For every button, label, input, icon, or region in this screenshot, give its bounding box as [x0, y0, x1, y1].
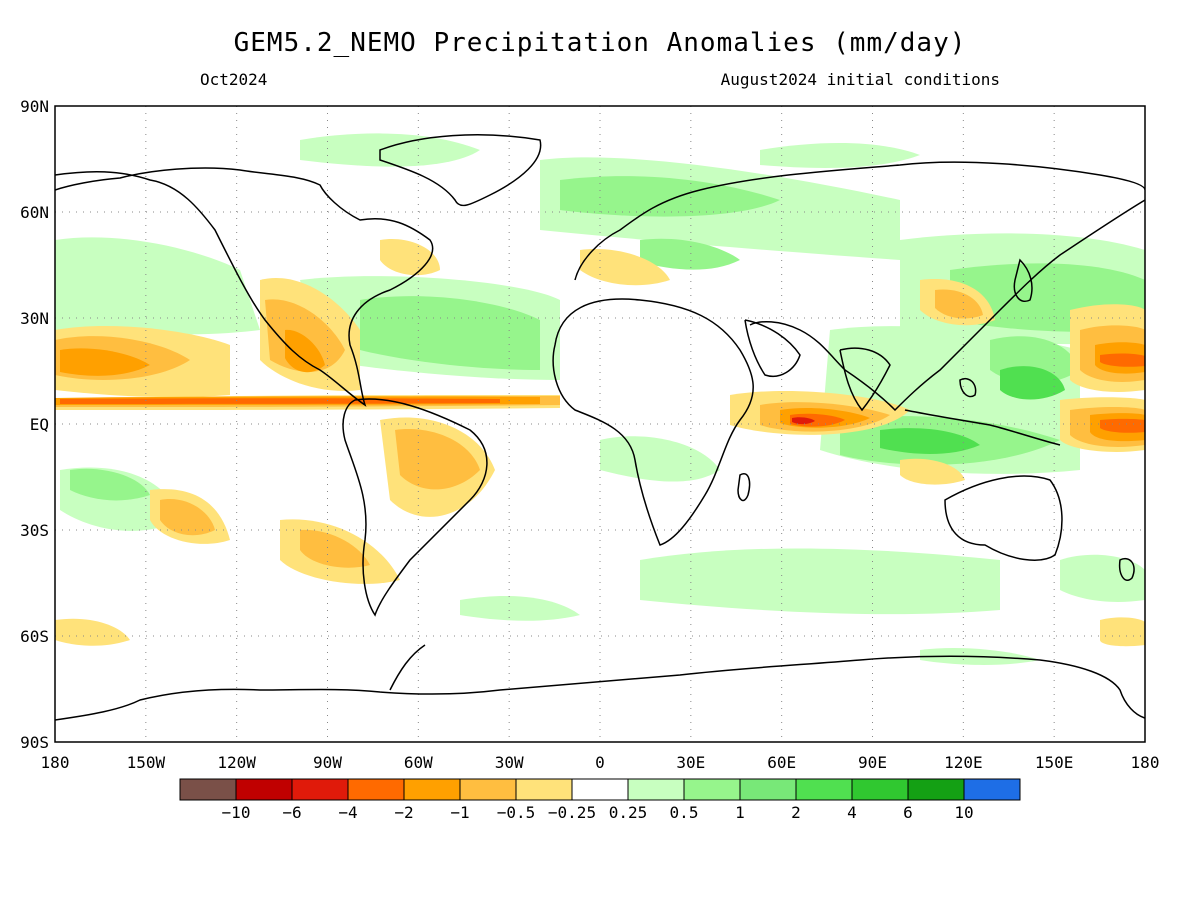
- colorbar-swatch: [403, 778, 461, 801]
- latitude-labels: 90N 60N 30N EQ 30S 60S 90S: [20, 97, 49, 752]
- colorbar: [179, 778, 1021, 801]
- longitude-label: 180: [1131, 753, 1160, 772]
- colorbar-label: −1: [450, 803, 469, 822]
- plot-frame: [54, 105, 1146, 743]
- latitude-label: 60N: [20, 203, 49, 222]
- colorbar-swatch: [571, 778, 629, 801]
- latitude-label: 60S: [20, 627, 49, 646]
- longitude-labels: 180 150W 120W 90W 60W 30W 0 30E 60E 90E 120E 150E 18…: [41, 753, 1160, 772]
- colorbar-label: 0.5: [670, 803, 699, 822]
- longitude-label: 90E: [858, 753, 887, 772]
- colorbar-swatch: [291, 778, 349, 801]
- longitude-label: 180: [41, 753, 70, 772]
- colorbar-swatch: [851, 778, 909, 801]
- colorbar-labels: −10 −6 −4 −2 −1 −0.5 −0.25 0.25 0.5 1 2 4 6 10: [222, 803, 974, 822]
- colorbar-label: −0.5: [497, 803, 536, 822]
- graticule: [55, 106, 1145, 742]
- colorbar-label: −2: [394, 803, 413, 822]
- longitude-label: 30W: [495, 753, 524, 772]
- longitude-label: 150W: [127, 753, 166, 772]
- valid-month-label: Oct2024: [200, 70, 268, 89]
- colorbar-label: −4: [338, 803, 357, 822]
- colorbar-label: 1: [735, 803, 745, 822]
- longitude-label: 90W: [313, 753, 342, 772]
- colorbar-swatch: [459, 778, 517, 801]
- colorbar-swatch: [235, 778, 293, 801]
- longitude-label: 120E: [944, 753, 983, 772]
- colorbar-label: 2: [791, 803, 801, 822]
- colorbar-label: −10: [222, 803, 251, 822]
- latitude-label: 30S: [20, 521, 49, 540]
- longitude-label: 150E: [1035, 753, 1074, 772]
- longitude-label: 60W: [404, 753, 433, 772]
- colorbar-label: −0.25: [548, 803, 596, 822]
- longitude-label: 60E: [767, 753, 796, 772]
- colorbar-swatch: [963, 778, 1021, 801]
- map-title: GEM5.2_NEMO Precipitation Anomalies (mm/…: [233, 28, 967, 58]
- colorbar-label: 0.25: [609, 803, 648, 822]
- anomaly-field: [55, 133, 1145, 665]
- colorbar-label: 4: [847, 803, 857, 822]
- coastlines: [55, 134, 1145, 721]
- colorbar-swatch: [515, 778, 573, 801]
- colorbar-swatch: [179, 778, 237, 801]
- colorbar-swatch: [683, 778, 741, 801]
- latitude-label: 30N: [20, 309, 49, 328]
- longitude-label: 120W: [217, 753, 256, 772]
- colorbar-swatch: [739, 778, 797, 801]
- colorbar-swatch: [907, 778, 965, 801]
- wet-strong-regions: [880, 366, 1065, 454]
- latitude-label: 90N: [20, 97, 49, 116]
- colorbar-label: −6: [282, 803, 301, 822]
- colorbar-swatch: [795, 778, 853, 801]
- latitude-label: 90S: [20, 733, 49, 752]
- init-conditions-label: August2024 initial conditions: [720, 70, 1000, 89]
- longitude-label: 0: [595, 753, 605, 772]
- latitude-label: EQ: [30, 415, 49, 434]
- longitude-label: 30E: [676, 753, 705, 772]
- colorbar-swatch: [627, 778, 685, 801]
- colorbar-label: 10: [954, 803, 973, 822]
- colorbar-swatch: [347, 778, 405, 801]
- dry-extreme-regions: [792, 417, 815, 425]
- colorbar-label: 6: [903, 803, 913, 822]
